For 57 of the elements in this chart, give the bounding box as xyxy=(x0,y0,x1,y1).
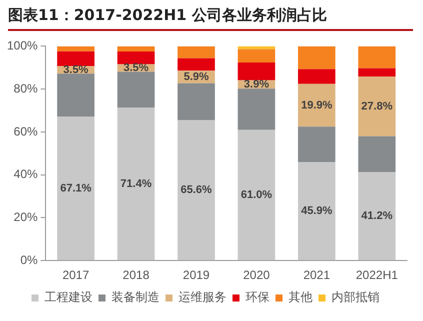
bar xyxy=(57,116,94,260)
x-tick-label: 2021 xyxy=(303,268,330,282)
bar xyxy=(358,46,396,68)
y-tick-label: 20% xyxy=(14,210,38,224)
bar xyxy=(57,51,94,66)
bar xyxy=(358,136,396,172)
data-label: 45.9% xyxy=(301,205,332,218)
bar xyxy=(178,120,215,260)
bar xyxy=(117,52,155,64)
bar xyxy=(238,49,276,62)
data-label: 27.8% xyxy=(361,100,393,112)
bar xyxy=(117,46,155,52)
y-tick-label: 40% xyxy=(14,167,38,182)
x-tick-label: 2020 xyxy=(243,268,270,282)
legend-label: 内部抵销 xyxy=(332,290,380,304)
data-label: 67.1% xyxy=(60,182,92,194)
bar xyxy=(358,172,396,260)
legend-label: 工程建设 xyxy=(44,290,92,304)
data-label: 61.0% xyxy=(240,188,272,201)
x-tick-label: 2018 xyxy=(122,268,150,282)
data-label: 65.6% xyxy=(180,184,212,196)
bar xyxy=(298,162,336,260)
bar xyxy=(178,58,215,71)
bar xyxy=(298,84,336,127)
legend-label: 装备制造 xyxy=(112,290,160,304)
data-label: 19.9% xyxy=(301,99,332,112)
bar xyxy=(298,126,336,162)
x-tick-label: 2019 xyxy=(182,268,210,282)
bar xyxy=(238,88,276,130)
legend-label: 运维服务 xyxy=(178,290,226,304)
data-label: 5.9% xyxy=(184,71,209,83)
bar xyxy=(298,46,336,70)
bar xyxy=(117,108,155,260)
data-label: 3.9% xyxy=(244,78,270,90)
y-tick-label: 80% xyxy=(14,81,38,96)
y-tick-label: 0% xyxy=(20,252,38,267)
data-label: 71.4% xyxy=(120,178,152,190)
bar xyxy=(358,76,396,136)
legend-label: 其他 xyxy=(288,290,312,304)
bar xyxy=(178,46,215,58)
y-tick-label: 60% xyxy=(14,124,38,138)
x-tick-label: 2022H1 xyxy=(356,268,398,282)
bar xyxy=(238,130,276,260)
bar xyxy=(178,83,215,120)
data-label: 3.5% xyxy=(63,64,89,76)
bar xyxy=(57,46,94,52)
data-label: 41.2% xyxy=(361,210,393,222)
bar xyxy=(358,68,396,77)
chart-title: 图表11：2017-2022H1 公司各业务利润占比 xyxy=(8,6,413,31)
bar xyxy=(57,74,94,117)
bar xyxy=(117,72,155,108)
bar xyxy=(298,69,336,84)
y-tick-label: 100% xyxy=(6,38,38,53)
bar xyxy=(238,62,276,80)
data-label: 3.5% xyxy=(123,62,149,74)
legend-label: 环保 xyxy=(246,290,270,304)
x-tick-label: 2017 xyxy=(62,268,90,282)
